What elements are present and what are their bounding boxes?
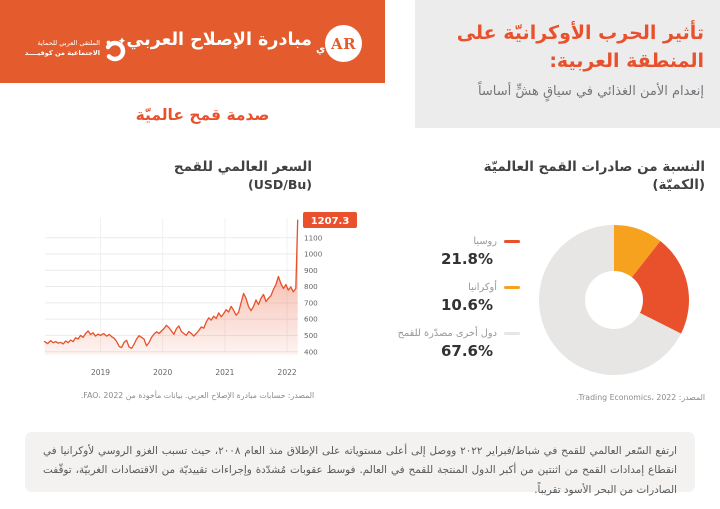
forum-name-line2: الاجتماعية من كوفيــــد (24, 49, 100, 58)
section-heading: صدمة قمح عالميّة (135, 106, 270, 124)
svg-text:2021: 2021 (215, 368, 234, 377)
note-text: ارتفع السّعر العالمي للقمح في شباط/فبراي… (43, 445, 678, 496)
svg-text:2019: 2019 (91, 368, 110, 377)
price-chart-title: السعر العالمي للقمح (USD/Bu) (30, 158, 312, 194)
svg-text:1000: 1000 (304, 250, 323, 259)
svg-text:700: 700 (304, 298, 318, 307)
ukraine-dash-icon (504, 285, 520, 290)
pie-chart-title-line1: النسبة من صادرات القمح العالميّة (483, 159, 705, 175)
legend-label-ukraine: أوكرانيا (468, 282, 497, 293)
legend-item-russia: روسيا 21.8% (383, 236, 520, 268)
legend-label-others: دول أخرى مصدّرة للقمح (397, 328, 497, 339)
svg-text:800: 800 (304, 282, 318, 291)
exports-donut-chart (539, 225, 689, 375)
note-box: ارتفع السّعر العالمي للقمح في شباط/فبراي… (25, 432, 695, 496)
russia-dash-icon (504, 239, 520, 244)
legend-item-others: دول أخرى مصدّرة للقمح 67.6% (383, 328, 520, 360)
svg-text:400: 400 (304, 347, 318, 356)
others-dash-icon (504, 331, 520, 336)
price-chart-title-text: السعر العالمي للقمح (173, 159, 312, 175)
svg-text:900: 900 (304, 266, 318, 275)
forum-name-line1: الملتقى العربي للحماية (37, 39, 100, 47)
svg-text:1100: 1100 (304, 233, 323, 242)
price-line-chart: 400 500 600 700 800 900 1000 1100 2019 2020 2021 20… (43, 212, 357, 377)
forum-name: الملتقى العربي للحماية الاجتماعية من كوف… (12, 38, 100, 58)
ar-logo-tail: ي (316, 44, 326, 55)
page-subtitle: إنعدام الأمن الغذائي في سياقٍ هشٍّ أساسا… (477, 84, 704, 100)
page-title-line1: تأثير الحرب الأوكرانيّة على (456, 22, 704, 44)
page-title: تأثير الحرب الأوكرانيّة على المنطقة العر… (425, 20, 704, 75)
svg-text:600: 600 (304, 315, 318, 324)
legend-pct-ukraine: 10.6% (440, 296, 493, 314)
forum-crescent-icon (104, 37, 126, 62)
header-bar: الملتقى العربي للحماية الاجتماعية من كوف… (0, 0, 385, 83)
legend-pct-others: 67.6% (440, 342, 493, 360)
legend-label-russia: روسيا (473, 236, 497, 247)
svg-text:2022: 2022 (278, 368, 297, 377)
svg-text:500: 500 (304, 331, 318, 340)
price-chart-source: المصدر: حسابات مبادرة الإصلاح العربي. بي… (80, 391, 315, 400)
price-chart-unit: (USD/Bu) (248, 177, 312, 193)
svg-text:1207.3: 1207.3 (311, 216, 350, 227)
donut-slice (614, 241, 689, 334)
brand-name: مبادرة الإصلاح العربي (126, 30, 312, 50)
svg-text:2020: 2020 (153, 368, 172, 377)
ar-logo-icon: AR (325, 25, 362, 62)
pie-chart-source: المصدر: Trading Economics، 2022. (576, 393, 705, 402)
legend-pct-russia: 21.8% (440, 250, 493, 268)
pie-chart-title-line2: (الكميّة) (652, 177, 705, 194)
pie-chart-title: النسبة من صادرات القمح العالميّة (الكميّ… (400, 158, 705, 194)
pie-legend: روسيا 21.8% أوكرانيا 10.6% دول أخرى مصدّ… (383, 236, 520, 374)
legend-item-ukraine: أوكرانيا 10.6% (383, 282, 520, 314)
page-title-line2: المنطقة العربية: (549, 49, 704, 72)
title-block: تأثير الحرب الأوكرانيّة على المنطقة العر… (415, 0, 720, 128)
